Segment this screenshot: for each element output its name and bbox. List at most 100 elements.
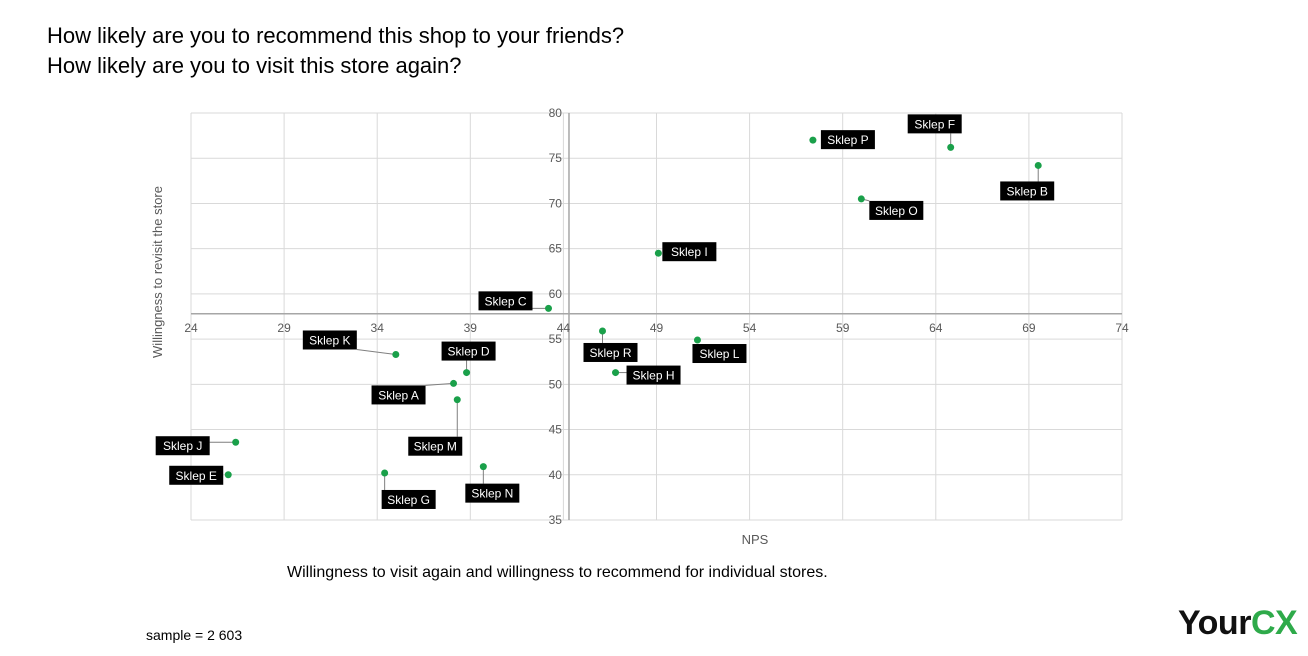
question-1-title: How likely are you to recommend this sho… xyxy=(47,23,625,48)
data-point xyxy=(654,249,662,257)
data-point xyxy=(224,471,232,479)
data-point xyxy=(463,369,471,377)
y-tick-label: 60 xyxy=(549,287,563,301)
point-label-box xyxy=(465,483,520,503)
point-label: Sklep N xyxy=(465,483,520,503)
point-label: Sklep P xyxy=(820,130,875,150)
x-tick-label: 64 xyxy=(929,321,943,335)
scatter-chart: 24 29 34 39 44 49 54 59 64 69 74 35 40 45 50 55 60 65 70 75… xyxy=(150,106,1129,547)
data-point xyxy=(545,304,553,312)
data-point xyxy=(947,143,955,151)
point-label-text: Sklep L xyxy=(699,347,739,361)
data-point xyxy=(453,396,461,404)
point-label-text: Sklep K xyxy=(309,333,350,347)
data-point xyxy=(381,469,389,477)
y-tick-label: 65 xyxy=(549,242,563,256)
point-label-text: Sklep M xyxy=(414,440,457,454)
point-label: Sklep K xyxy=(302,330,357,350)
point-label-box xyxy=(583,342,638,362)
point-labels: Sklep A Sklep B Sklep C Sklep D Sklep E Sklep… xyxy=(155,114,1055,509)
data-point xyxy=(392,350,400,358)
yourcx-logo: YourCX xyxy=(1178,604,1298,642)
point-label: Sklep J xyxy=(155,436,210,456)
x-tick-label: 74 xyxy=(1115,321,1129,335)
point-label-box xyxy=(302,330,357,350)
sample-size-note: sample = 2 603 xyxy=(146,627,243,643)
y-tick-label: 45 xyxy=(549,423,563,437)
x-tick-label: 54 xyxy=(743,321,757,335)
point-label-text: Sklep R xyxy=(589,346,631,360)
point-label-box xyxy=(441,341,496,361)
data-points xyxy=(224,136,1042,479)
data-point xyxy=(599,327,607,335)
chart-caption: Willingness to visit again and willingne… xyxy=(287,564,828,581)
point-label: Sklep B xyxy=(1000,181,1055,201)
x-tick-label: 39 xyxy=(464,321,478,335)
data-point xyxy=(450,379,458,387)
point-label: Sklep O xyxy=(869,200,924,220)
axes xyxy=(191,113,1122,520)
point-label: Sklep H xyxy=(626,365,681,385)
point-label-text: Sklep N xyxy=(471,487,513,501)
grid xyxy=(190,112,1123,521)
point-label-text: Sklep B xyxy=(1007,184,1048,198)
point-label-box xyxy=(408,436,463,456)
point-label-text: Sklep I xyxy=(671,245,708,259)
point-label-box xyxy=(662,242,717,262)
x-tick-label: 59 xyxy=(836,321,850,335)
point-label: Sklep I xyxy=(662,242,717,262)
point-label-box xyxy=(381,489,436,509)
x-tick-label: 24 xyxy=(184,321,198,335)
point-label-text: Sklep G xyxy=(387,493,430,507)
data-point xyxy=(232,438,240,446)
point-label-box xyxy=(869,200,924,220)
y-tick-label: 55 xyxy=(549,332,563,346)
leader-line xyxy=(425,382,454,386)
point-label-text: Sklep A xyxy=(378,388,419,402)
point-label-box xyxy=(155,436,210,456)
point-label: Sklep M xyxy=(408,436,463,456)
point-label: Sklep C xyxy=(478,291,533,311)
x-tick-label: 44 xyxy=(557,321,571,335)
y-tick-label: 50 xyxy=(549,377,563,391)
x-axis-label: NPS xyxy=(742,532,769,547)
point-label-box xyxy=(478,291,533,311)
x-tick-label: 69 xyxy=(1022,321,1036,335)
data-point xyxy=(693,336,701,344)
y-tick-label: 70 xyxy=(549,196,563,210)
y-tick-label: 80 xyxy=(549,106,563,120)
point-label-box xyxy=(1000,181,1055,201)
point-label-text: Sklep P xyxy=(827,133,868,147)
point-label-box xyxy=(626,365,681,385)
point-label-text: Sklep J xyxy=(163,439,202,453)
y-tick-label: 75 xyxy=(549,151,563,165)
point-label: Sklep A xyxy=(371,385,426,405)
point-label: Sklep F xyxy=(907,114,962,134)
point-label-text: Sklep C xyxy=(484,294,526,308)
data-point xyxy=(1034,161,1042,169)
point-label: Sklep E xyxy=(169,465,224,485)
point-label-box xyxy=(820,130,875,150)
point-label-box xyxy=(907,114,962,134)
point-label-text: Sklep O xyxy=(875,204,918,218)
y-tick-label: 40 xyxy=(549,468,563,482)
y-tick-label: 35 xyxy=(549,513,563,527)
point-label-box xyxy=(692,344,747,364)
point-label: Sklep D xyxy=(441,341,496,361)
point-label-text: Sklep D xyxy=(448,345,490,359)
y-axis-label: Willingness to revisit the store xyxy=(150,186,165,358)
point-label-box xyxy=(371,385,426,405)
point-label: Sklep R xyxy=(583,342,638,362)
question-2-title: How likely are you to visit this store a… xyxy=(47,53,462,78)
point-label: Sklep G xyxy=(381,489,436,509)
point-label-text: Sklep E xyxy=(176,469,217,483)
leader-lines xyxy=(209,133,1039,490)
data-point xyxy=(809,136,817,144)
data-point xyxy=(612,369,620,377)
x-tick-label: 49 xyxy=(650,321,664,335)
leader-line xyxy=(356,348,396,355)
point-label-text: Sklep H xyxy=(633,369,675,383)
tick-labels: 24 29 34 39 44 49 54 59 64 69 74 35 40 45 50 55 60 65 70 75… xyxy=(184,106,1129,527)
data-point xyxy=(479,463,487,471)
x-tick-label: 29 xyxy=(277,321,291,335)
